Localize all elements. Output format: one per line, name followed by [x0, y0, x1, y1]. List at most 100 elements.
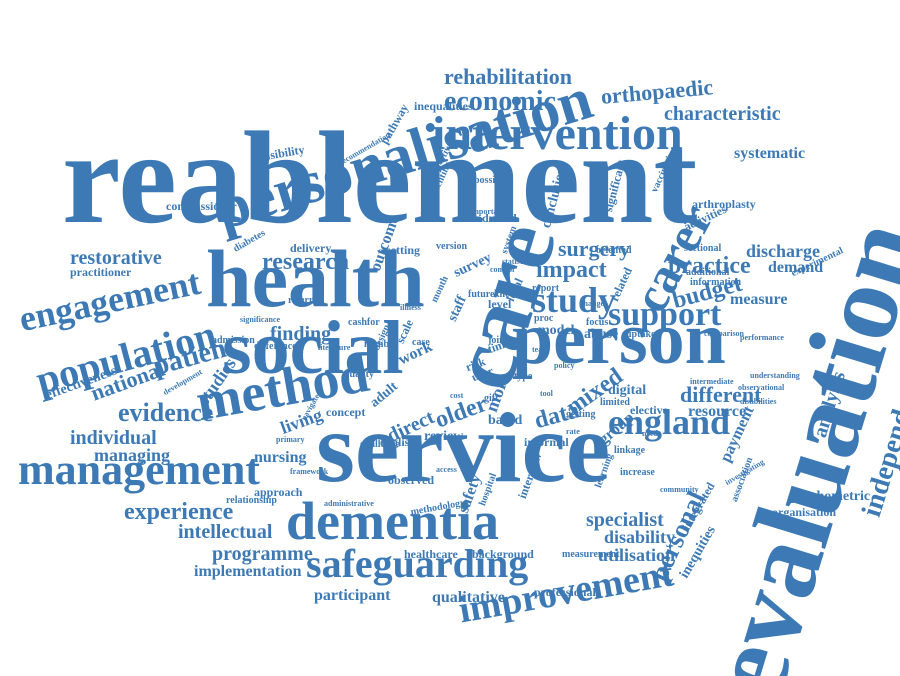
word-difference: difference	[254, 341, 297, 352]
word-discharge: discharge	[746, 241, 820, 261]
word-access: access	[436, 465, 457, 474]
word-cost: cost	[450, 391, 464, 400]
word-admiral: admiral	[476, 211, 517, 225]
word-qualitative: qualitative	[432, 589, 505, 606]
word-specialist: specialist	[586, 509, 664, 531]
word-nursing: nursing	[254, 449, 307, 466]
word-statistic: statistic	[502, 257, 529, 266]
word-participant: participant	[314, 587, 391, 604]
word-oriented: oriented	[596, 245, 632, 256]
word-evidence: evidence	[118, 398, 214, 427]
word-number: number	[364, 339, 398, 350]
word-disability: disability	[604, 527, 676, 547]
word-month: month	[429, 274, 451, 305]
word-need: need	[642, 429, 658, 438]
word-model: model	[538, 323, 575, 338]
word-type: type	[514, 371, 533, 382]
word-knee: knee	[494, 289, 514, 300]
word-practitioner: practitioner	[70, 265, 132, 279]
word-quality: quality	[344, 369, 375, 380]
word-team: team	[532, 345, 549, 354]
word-observational: observational	[738, 383, 785, 392]
word-performance: performance	[740, 333, 784, 342]
word-review: review	[424, 429, 464, 444]
word-background: background	[472, 547, 534, 561]
word-digital: digital	[608, 383, 647, 398]
word-implementation: implementation	[194, 563, 302, 580]
word-inequalities: inequalities	[414, 99, 473, 113]
word-social: social	[222, 306, 404, 390]
word-future: future	[468, 289, 495, 300]
word-administrative: administrative	[324, 499, 374, 508]
word-challenge: challenge	[360, 439, 400, 450]
word-increase: increase	[620, 467, 655, 478]
word-research: research	[262, 249, 350, 275]
word-psychometric: psychometric	[790, 489, 871, 504]
word-rate: rate	[566, 427, 580, 436]
word-measure: measure	[730, 291, 788, 308]
word-limited: limited	[600, 397, 630, 408]
word-support: support	[608, 296, 722, 333]
word-dementia: dementia	[286, 491, 499, 551]
word-systematic: systematic	[734, 145, 806, 162]
word-elective: elective	[630, 403, 668, 417]
word-management: management	[18, 445, 260, 494]
word-study: study	[532, 280, 617, 320]
word-economic: economic	[444, 86, 556, 117]
word-person: person	[512, 298, 726, 380]
word-intermediate: intermediate	[690, 377, 734, 386]
word-surgery: surgery	[558, 236, 631, 261]
word-individual: individual	[70, 427, 157, 449]
word-information: information	[690, 277, 742, 288]
word-healthcare: healthcare	[404, 547, 458, 561]
word-setting: setting	[386, 243, 420, 257]
word-control: control	[490, 265, 515, 274]
word-practice: practice	[668, 253, 751, 279]
word-report: report	[532, 283, 560, 294]
word-restorative: restorative	[70, 247, 162, 269]
word-change: change	[580, 299, 604, 308]
word-demand: demand	[768, 259, 824, 276]
word-characteristic: characteristic	[664, 103, 781, 125]
word-health: health	[206, 233, 425, 324]
word-utilisation: utilisation	[598, 545, 676, 565]
word-resource: resource	[688, 403, 747, 420]
word-abuse: abuse	[584, 327, 619, 342]
word-reablement: reablement	[62, 104, 698, 251]
word-rehabilitation: rehabilitation	[444, 64, 572, 89]
word-additional: additional	[686, 267, 730, 278]
word-joint: joint	[488, 335, 508, 346]
word-managing: managing	[94, 445, 171, 465]
word-english: english	[380, 435, 417, 449]
word-possible: possible	[474, 175, 508, 186]
word-community: community	[660, 485, 699, 494]
word-disabilities: disabilities	[740, 397, 777, 406]
word-informal: informal	[524, 435, 569, 449]
word-impact: impact	[536, 257, 607, 283]
word-england: england	[608, 402, 731, 442]
word-organisation: organisation	[772, 505, 837, 519]
word-policy: policy	[554, 361, 575, 370]
word-finding: finding	[270, 323, 332, 345]
word-cashfor: cashfor	[348, 317, 380, 328]
word-delivery: delivery	[290, 241, 332, 255]
word-proc: proc	[534, 313, 554, 324]
word-based: based	[488, 413, 523, 428]
word-sectional: sectional	[684, 243, 722, 254]
word-significance: significance	[240, 315, 280, 324]
word-programme: programme	[212, 543, 313, 565]
word-uptake: uptake	[626, 329, 656, 340]
word-service: service	[316, 392, 611, 503]
word-referral: referral	[288, 295, 322, 306]
word-concept: concept	[326, 405, 366, 419]
word-framework: framework	[290, 467, 329, 476]
word-intellectual: intellectual	[178, 521, 273, 543]
word-focus: focus	[586, 317, 609, 328]
word-primary: primary	[276, 435, 305, 444]
word-comparison: comparison	[704, 329, 744, 338]
word-important: important	[470, 207, 505, 216]
word-safeguarding: safeguarding	[306, 541, 529, 586]
word-commissioner: commissioner	[166, 199, 237, 213]
word-different: different	[680, 382, 762, 407]
